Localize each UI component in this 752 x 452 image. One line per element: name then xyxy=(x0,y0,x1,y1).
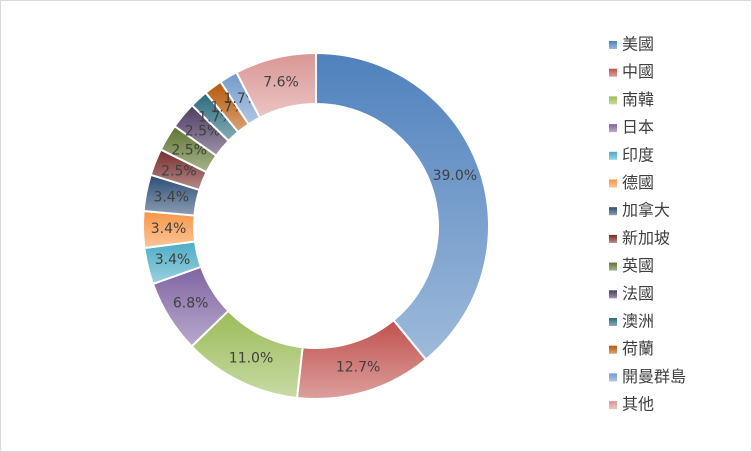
donut-slice xyxy=(315,51,490,361)
data-label: 12.7% xyxy=(336,359,380,375)
legend-marker xyxy=(609,262,617,271)
data-label: 7.6% xyxy=(263,75,299,91)
legend-label: 英國 xyxy=(622,256,654,275)
legend-marker xyxy=(609,290,617,299)
legend-label: 荷蘭 xyxy=(622,339,654,358)
legend-marker xyxy=(609,401,617,410)
data-label: 3.4% xyxy=(155,252,191,268)
legend-label: 其他 xyxy=(622,395,654,414)
legend-marker xyxy=(609,151,617,160)
legend-label: 美國 xyxy=(622,35,654,54)
legend-label: 印度 xyxy=(622,145,654,164)
legend-marker xyxy=(609,96,617,105)
data-label: 3.4% xyxy=(153,190,189,206)
legend-marker xyxy=(609,234,617,243)
legend-label: 德國 xyxy=(622,173,654,192)
legend-marker xyxy=(609,41,617,49)
data-label: 2.5% xyxy=(161,163,197,179)
donut-slice xyxy=(235,51,317,120)
legend-marker xyxy=(609,373,617,382)
legend-marker xyxy=(609,124,617,133)
legend-marker xyxy=(609,179,617,188)
legend-label: 日本 xyxy=(622,118,654,137)
data-label: 39.0% xyxy=(433,168,477,184)
legend-label: 澳洲 xyxy=(622,312,654,331)
data-label: 2.5% xyxy=(185,124,221,140)
legend-box xyxy=(565,30,740,420)
legend-marker xyxy=(609,345,617,354)
legend-label: 開曼群島 xyxy=(622,367,686,386)
legend-label: 中國 xyxy=(622,62,654,81)
legend-marker xyxy=(609,68,617,77)
data-label: 2.5% xyxy=(171,143,207,159)
legend-label: 加拿大 xyxy=(622,201,670,220)
data-label: 6.8% xyxy=(173,296,209,312)
legend-marker xyxy=(609,318,617,326)
legend-label: 法國 xyxy=(622,284,654,303)
data-label: 11.0% xyxy=(229,350,273,366)
data-label: 3.4% xyxy=(151,221,187,237)
legend-label: 南韓 xyxy=(622,90,654,109)
legend-label: 新加坡 xyxy=(622,228,670,247)
legend-marker xyxy=(609,207,617,216)
